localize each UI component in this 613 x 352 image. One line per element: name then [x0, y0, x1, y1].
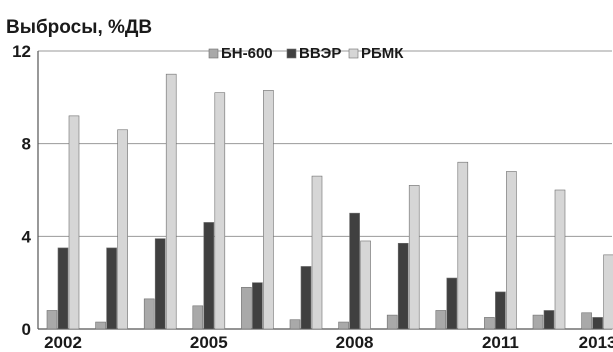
x-axis-ticks: 2002 2005 2008 2011 2013	[44, 333, 613, 352]
bar-РБМК-2013	[603, 254, 613, 330]
bar-РБМК-2006	[263, 90, 274, 330]
bar-ВВЭР-2012	[543, 310, 555, 330]
bar-РБМК-2012	[554, 189, 566, 330]
chart-title: Выбросы, %ДВ	[6, 17, 152, 38]
legend-swatch	[348, 48, 359, 59]
y-tick-label: 0	[22, 320, 31, 339]
bar-РБМК-2005	[214, 92, 226, 330]
legend-label: ВВЭР	[299, 45, 341, 62]
bar-РБМК-2008	[360, 240, 371, 330]
bar-БН-600-2012	[532, 314, 544, 330]
x-tick-label: 2011	[482, 333, 519, 352]
bar-РБМК-2002	[68, 115, 80, 330]
bar-ВВЭР-2003	[106, 247, 117, 330]
bar-РБМК-2010	[457, 161, 469, 330]
bar-ВВЭР-2009	[397, 242, 409, 330]
bar-РБМК-2004	[165, 73, 177, 330]
bar-РБМК-2007	[311, 175, 323, 330]
bar-ВВЭР-2010	[446, 277, 458, 330]
bar-ВВЭР-2002	[57, 247, 69, 330]
legend-swatch	[286, 48, 297, 59]
bar-БН-600-2004	[143, 298, 155, 330]
bar-БН-600-2013	[581, 312, 592, 330]
bar-БН-600-2007	[289, 319, 301, 330]
x-tick-label: 2002	[44, 333, 82, 352]
y-tick-label: 12	[12, 42, 31, 61]
bar-БН-600-2006	[241, 286, 252, 330]
x-tick-label: 2013	[579, 333, 613, 352]
legend-swatch	[208, 48, 219, 59]
bar-БН-600-2010	[435, 310, 447, 330]
bar-БН-600-2005	[192, 305, 204, 330]
x-tick-label: 2005	[190, 333, 228, 352]
y-axis-ticks: 0 4 8 12	[12, 42, 31, 339]
bar-ВВЭР-2011	[495, 291, 506, 330]
y-tick-label: 8	[22, 135, 31, 154]
bar-РБМК-2009	[408, 185, 420, 330]
bar-РБМК-2003	[117, 129, 128, 330]
bar-БН-600-2002	[46, 310, 58, 330]
bar-ВВЭР-2004	[154, 238, 166, 330]
x-tick-label: 2008	[336, 333, 374, 352]
legend: БН-600 ВВЭР РБМК	[208, 45, 404, 62]
y-tick-label: 4	[22, 227, 32, 246]
bar-БН-600-2003	[95, 321, 106, 330]
bar-ВВЭР-2007	[300, 266, 312, 330]
bar-РБМК-2011	[506, 171, 517, 330]
bar-ВВЭР-2006	[252, 282, 263, 330]
bar-БН-600-2009	[386, 314, 398, 330]
bar-ВВЭР-2013	[592, 317, 603, 330]
bar-ВВЭР-2008	[349, 212, 360, 330]
bars-layer	[46, 73, 613, 330]
legend-label: РБМК	[361, 45, 404, 62]
bar-БН-600-2008	[338, 321, 349, 330]
bar-БН-600-2011	[484, 317, 495, 330]
bar-ВВЭР-2005	[203, 222, 215, 330]
legend-label: БН-600	[221, 45, 273, 62]
